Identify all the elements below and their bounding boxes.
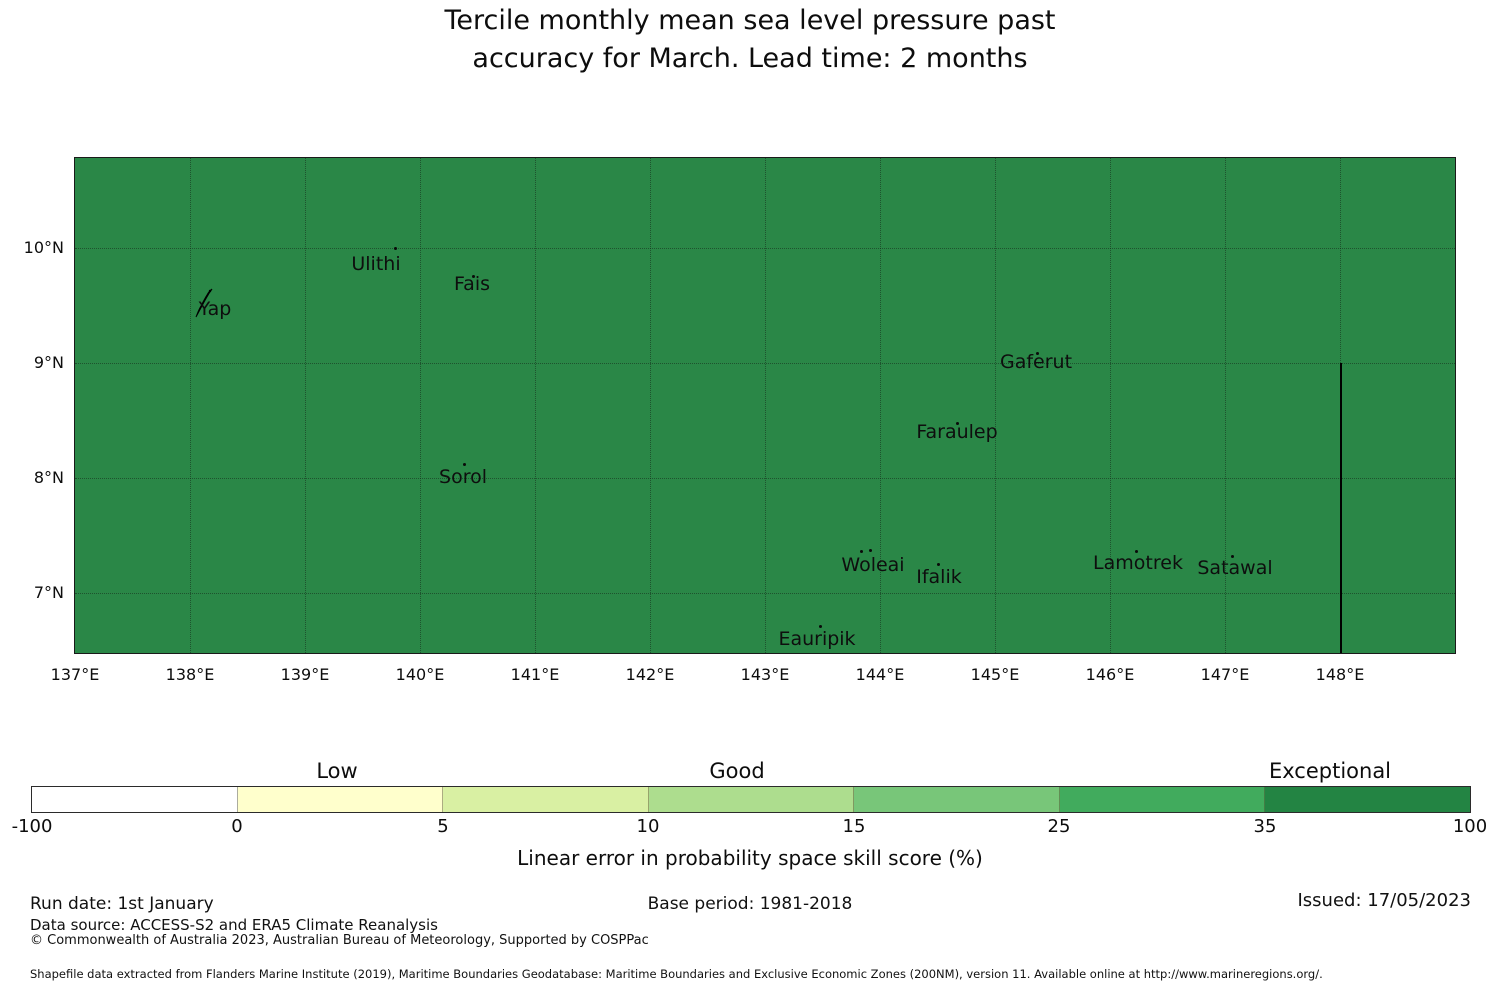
x-tick-145e: 145°E <box>970 665 1020 684</box>
gridline-vertical <box>1225 158 1226 653</box>
gridline-vertical <box>765 158 766 653</box>
gridline-vertical <box>420 158 421 653</box>
gridline-vertical <box>535 158 536 653</box>
x-tick-143e: 143°E <box>740 665 790 684</box>
island-marker-woleai <box>860 550 863 553</box>
colorbar-label-low: Low <box>316 759 358 783</box>
island-marker-eauripik <box>819 625 822 628</box>
island-marker-sorol <box>463 463 466 466</box>
gridline-horizontal <box>75 363 1455 364</box>
x-tick-147e: 147°E <box>1200 665 1250 684</box>
cbar-tick-5: 5 <box>437 816 449 837</box>
island-marker-ulithi <box>394 247 397 250</box>
gridline-vertical <box>995 158 996 653</box>
figure-title-line1: Tercile monthly mean sea level pressure … <box>444 5 1056 36</box>
island-marker-fais <box>472 275 475 278</box>
data-source-text: Data source: ACCESS-S2 and ERA5 Climate … <box>30 916 438 934</box>
gridline-horizontal <box>75 593 1455 594</box>
colorbar <box>31 786 1471 813</box>
x-tick-146e: 146°E <box>1085 665 1135 684</box>
gridline-vertical <box>305 158 306 653</box>
island-marker-ifalik <box>937 563 940 566</box>
island-label-lamotrek: Lamotrek <box>1093 552 1183 574</box>
gridline-vertical <box>190 158 191 653</box>
cbar-tick-15: 15 <box>842 816 866 837</box>
figure-title-line2: accuracy for March. Lead time: 2 months <box>472 43 1028 74</box>
x-tick-142e: 142°E <box>625 665 675 684</box>
x-tick-140e: 140°E <box>395 665 445 684</box>
island-label-gaferut: Gaferut <box>999 351 1073 373</box>
island-marker-lamotrek <box>1135 550 1138 553</box>
x-tick-138e: 138°E <box>165 665 215 684</box>
shapefile-note-text: Shapefile data extracted from Flanders M… <box>30 967 1323 981</box>
colorbar-axis-label: Linear error in probability space skill … <box>517 846 983 870</box>
y-tick-9n: 9°N <box>33 353 64 372</box>
x-tick-141e: 141°E <box>510 665 560 684</box>
gridline-vertical <box>1110 158 1111 653</box>
island-label-fais: Fais <box>453 273 491 295</box>
colorbar-label-exceptional: Exceptional <box>1268 759 1392 783</box>
island-label-ulithi: Ulithi <box>351 253 401 275</box>
gridline-horizontal <box>75 248 1455 249</box>
island-label-yap: Yap <box>198 298 232 320</box>
colorbar-segment-10-15 <box>648 787 855 812</box>
island-label-eauripik: Eauripik <box>778 628 856 650</box>
island-marker-woleai-2 <box>869 549 872 552</box>
x-tick-137e: 137°E <box>50 665 100 684</box>
eez-boundary-line <box>1340 363 1342 653</box>
map-panel: Yap Ulithi Fais Sorol Gaferut Faraulep W… <box>74 157 1456 654</box>
cbar-tick-0: 0 <box>231 816 243 837</box>
colorbar-segment-25-35 <box>1059 787 1266 812</box>
colorbar-segment-0-5 <box>237 787 444 812</box>
cbar-tick-100: 100 <box>1452 816 1488 837</box>
colorbar-label-good: Good <box>709 759 765 783</box>
island-label-faraulep: Faraulep <box>916 421 998 443</box>
island-label-ifalik: Ifalik <box>916 566 962 588</box>
cbar-tick-10: 10 <box>636 816 660 837</box>
island-label-satawal: Satawal <box>1197 557 1273 579</box>
cbar-tick-25: 25 <box>1047 816 1071 837</box>
y-tick-10n: 10°N <box>23 238 64 257</box>
base-period-text: Base period: 1981-2018 <box>647 894 853 914</box>
issued-date-text: Issued: 17/05/2023 <box>1297 890 1471 911</box>
island-marker-gaferut <box>1036 352 1039 355</box>
gridline-vertical <box>650 158 651 653</box>
island-marker-faraulep <box>956 422 959 425</box>
x-tick-144e: 144°E <box>855 665 905 684</box>
island-label-woleai: Woleai <box>841 554 905 576</box>
gridline-horizontal <box>75 478 1455 479</box>
x-tick-139e: 139°E <box>280 665 330 684</box>
x-tick-148e: 148°E <box>1315 665 1365 684</box>
colorbar-segment-15-25 <box>854 787 1060 812</box>
gridline-vertical <box>880 158 881 653</box>
cbar-tick-neg100: -100 <box>11 816 53 837</box>
island-marker-satawal <box>1231 555 1234 558</box>
run-date-text: Run date: 1st January <box>30 894 214 914</box>
colorbar-segment-neg100-0 <box>32 787 238 812</box>
copyright-text: © Commonwealth of Australia 2023, Austra… <box>30 933 649 948</box>
y-tick-8n: 8°N <box>33 468 64 487</box>
y-tick-7n: 7°N <box>33 583 64 602</box>
figure-title: Tercile monthly mean sea level pressure … <box>0 2 1500 78</box>
yap-island-outline <box>195 288 213 318</box>
island-label-sorol: Sorol <box>439 466 487 488</box>
cbar-tick-35: 35 <box>1253 816 1277 837</box>
colorbar-segment-5-10 <box>443 787 649 812</box>
colorbar-segment-35-100 <box>1265 787 1471 812</box>
